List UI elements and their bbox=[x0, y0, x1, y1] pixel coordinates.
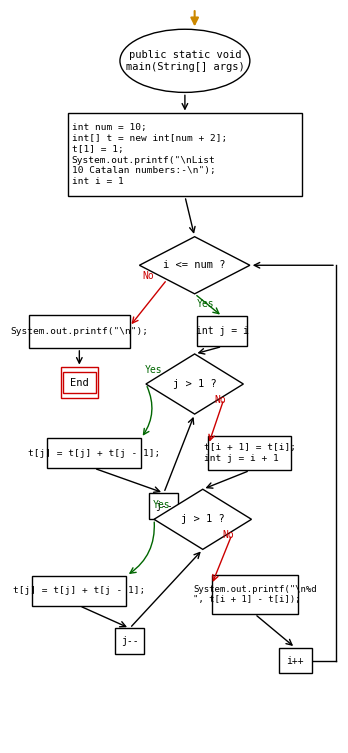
Text: t[j] = t[j] + t[j - 1];: t[j] = t[j] + t[j - 1]; bbox=[28, 449, 160, 458]
Bar bbox=[212, 575, 298, 614]
Text: No: No bbox=[143, 271, 155, 281]
Text: System.out.printf("\n");: System.out.printf("\n"); bbox=[10, 327, 148, 336]
Bar bbox=[149, 493, 179, 519]
Text: Yes: Yes bbox=[197, 299, 215, 309]
Text: No: No bbox=[222, 530, 234, 540]
Bar bbox=[279, 648, 311, 673]
Text: j--: j-- bbox=[155, 501, 173, 511]
Text: t[i + 1] = t[i];
int j = i + 1: t[i + 1] = t[i]; int j = i + 1 bbox=[204, 444, 296, 463]
Text: No: No bbox=[214, 395, 226, 405]
Bar bbox=[29, 315, 130, 348]
Text: End: End bbox=[70, 377, 89, 388]
Ellipse shape bbox=[120, 29, 250, 93]
Polygon shape bbox=[140, 236, 250, 294]
Bar bbox=[32, 576, 126, 605]
Text: public static void
main(String[] args): public static void main(String[] args) bbox=[126, 50, 244, 72]
Bar bbox=[197, 316, 247, 346]
Text: System.out.printf("\n%d
", t[i + 1] - t[i]);: System.out.printf("\n%d ", t[i + 1] - t[… bbox=[193, 584, 317, 605]
Text: i <= num ?: i <= num ? bbox=[164, 261, 226, 270]
Polygon shape bbox=[154, 489, 252, 550]
Text: j > 1 ?: j > 1 ? bbox=[181, 514, 225, 524]
Text: t[j] = t[j] + t[j - 1];: t[j] = t[j] + t[j - 1]; bbox=[13, 586, 145, 595]
Bar bbox=[47, 438, 141, 468]
Bar bbox=[115, 628, 144, 654]
Bar bbox=[68, 114, 302, 196]
Text: j--: j-- bbox=[121, 636, 139, 646]
Text: i++: i++ bbox=[286, 656, 304, 666]
Text: Yes: Yes bbox=[152, 500, 170, 510]
Bar bbox=[208, 436, 291, 471]
Text: Yes: Yes bbox=[144, 364, 162, 375]
Text: int num = 10;
int[] t = new int[num + 2];
t[1] = 1;
System.out.printf("\nList
10: int num = 10; int[] t = new int[num + 2]… bbox=[72, 123, 227, 186]
Text: int j = i: int j = i bbox=[196, 326, 249, 337]
Bar bbox=[61, 367, 98, 398]
Bar bbox=[63, 372, 96, 393]
Polygon shape bbox=[146, 354, 243, 414]
Text: j > 1 ?: j > 1 ? bbox=[173, 379, 216, 389]
